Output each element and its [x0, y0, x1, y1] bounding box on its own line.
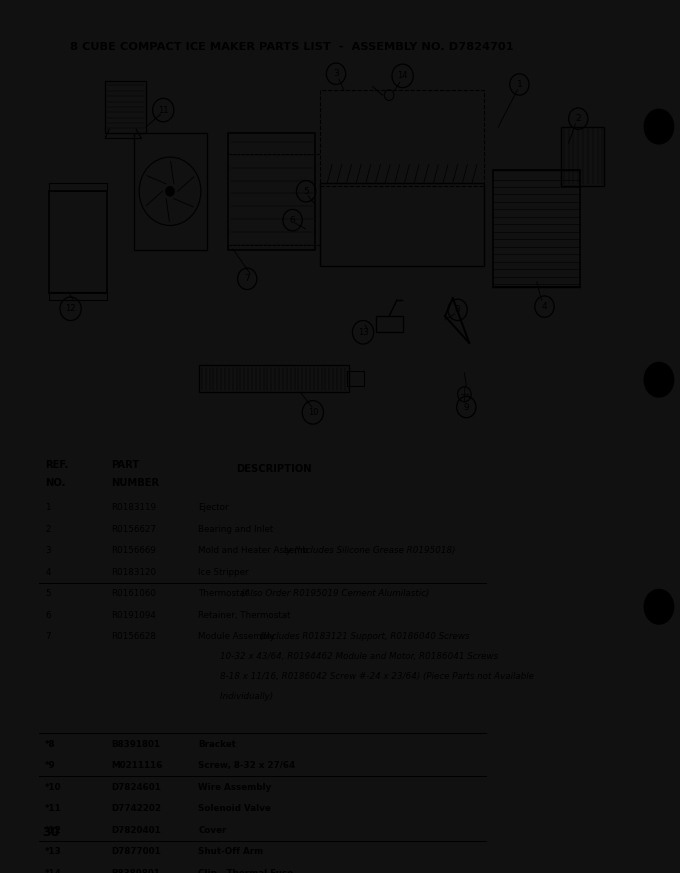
- Text: *14: *14: [45, 869, 62, 873]
- Bar: [493, 170, 580, 287]
- Text: Screw, 8-32 x 27/64: Screw, 8-32 x 27/64: [199, 761, 296, 770]
- Text: NO.: NO.: [45, 478, 66, 488]
- Text: 10-32 x 43/64, R0194462 Module and Motor, R0186041 Screws: 10-32 x 43/64, R0194462 Module and Motor…: [199, 652, 498, 661]
- Text: 4: 4: [542, 302, 547, 311]
- Text: Bearing and Inlet: Bearing and Inlet: [199, 525, 273, 534]
- Text: 3: 3: [333, 69, 339, 79]
- Text: 1: 1: [45, 504, 50, 512]
- Circle shape: [644, 589, 674, 624]
- Text: Module Assembly: Module Assembly: [199, 632, 278, 642]
- Text: 6: 6: [45, 611, 50, 620]
- Text: D7877001: D7877001: [111, 847, 160, 856]
- Text: REF.: REF.: [45, 460, 69, 470]
- Text: R0183119: R0183119: [111, 504, 156, 512]
- Text: 2: 2: [575, 114, 581, 123]
- Bar: [134, 133, 207, 250]
- Text: 9: 9: [464, 402, 469, 411]
- Bar: [347, 371, 364, 386]
- Text: 5: 5: [303, 187, 309, 196]
- Text: 8-18 x 11/16, R0186042 Screw #-24 x 23/64) (Piece Parts not Available: 8-18 x 11/16, R0186042 Screw #-24 x 23/6…: [199, 672, 534, 681]
- Bar: [50, 292, 107, 300]
- Bar: [50, 182, 107, 191]
- Text: Ejector: Ejector: [199, 504, 229, 512]
- Text: 5: 5: [45, 589, 51, 598]
- Text: 13: 13: [358, 327, 369, 337]
- Text: 4: 4: [45, 568, 50, 577]
- Text: D7824601: D7824601: [111, 783, 160, 792]
- Text: Mold and Heater Assemb: Mold and Heater Assemb: [199, 546, 309, 555]
- Text: Thermostat: Thermostat: [199, 589, 252, 598]
- Text: Retainer, Thermostat: Retainer, Thermostat: [199, 611, 291, 620]
- Text: 3: 3: [45, 546, 51, 555]
- Circle shape: [644, 109, 674, 144]
- Text: D7742202: D7742202: [111, 804, 161, 814]
- Text: NUMBER: NUMBER: [111, 478, 159, 488]
- Text: 2: 2: [45, 525, 50, 534]
- Text: *8: *8: [45, 739, 56, 749]
- Text: 7: 7: [244, 274, 250, 284]
- Text: 11: 11: [158, 106, 169, 114]
- Text: R0191094: R0191094: [111, 611, 156, 620]
- Text: Clip - Thermal Fuse: Clip - Thermal Fuse: [199, 869, 294, 873]
- Bar: [228, 133, 315, 250]
- Bar: [50, 191, 107, 292]
- Text: Bracket: Bracket: [199, 739, 236, 749]
- Text: 8: 8: [455, 306, 460, 314]
- Bar: [199, 366, 349, 392]
- Circle shape: [165, 186, 175, 196]
- Text: R0156669: R0156669: [111, 546, 156, 555]
- Text: R0183120: R0183120: [111, 568, 156, 577]
- Text: Individually): Individually): [199, 691, 273, 701]
- Text: R0156628: R0156628: [111, 632, 156, 642]
- Text: *9: *9: [45, 761, 56, 770]
- Text: B8391801: B8391801: [111, 739, 160, 749]
- Text: Shut-Off Arm: Shut-Off Arm: [199, 847, 264, 856]
- Text: DESCRIPTION: DESCRIPTION: [236, 464, 311, 474]
- Bar: [320, 182, 483, 266]
- Text: (Also Order R0195019 Cement Alumilastic): (Also Order R0195019 Cement Alumilastic): [241, 589, 429, 598]
- Text: ly (Includes Silicone Grease R0195018): ly (Includes Silicone Grease R0195018): [284, 546, 455, 555]
- Text: R0161060: R0161060: [111, 589, 156, 598]
- Text: PART: PART: [111, 460, 139, 470]
- Text: *12: *12: [45, 826, 62, 835]
- Text: Cover: Cover: [199, 826, 227, 835]
- Text: (Includes R0183121 Support, R0186040 Screws: (Includes R0183121 Support, R0186040 Scr…: [260, 632, 470, 642]
- Bar: [561, 127, 605, 186]
- Text: M0211116: M0211116: [111, 761, 163, 770]
- Text: Wire Assembly: Wire Assembly: [199, 783, 272, 792]
- Bar: [375, 316, 403, 333]
- Text: Ice Stripper: Ice Stripper: [199, 568, 249, 577]
- Bar: [320, 90, 483, 186]
- Text: 7: 7: [45, 632, 51, 642]
- Text: R0156627: R0156627: [111, 525, 156, 534]
- Text: 14: 14: [397, 72, 408, 80]
- Text: 12: 12: [65, 305, 76, 313]
- Text: 1: 1: [517, 80, 522, 89]
- Text: 30: 30: [42, 826, 59, 839]
- Text: *13: *13: [45, 847, 62, 856]
- Text: 6: 6: [290, 216, 295, 224]
- Text: 8 CUBE COMPACT ICE MAKER PARTS LIST  -  ASSEMBLY NO. D7824701: 8 CUBE COMPACT ICE MAKER PARTS LIST - AS…: [71, 42, 514, 52]
- Text: *10: *10: [45, 783, 62, 792]
- Text: 10: 10: [307, 408, 318, 417]
- Text: D7820401: D7820401: [111, 826, 160, 835]
- Text: Solenoid Valve: Solenoid Valve: [199, 804, 271, 814]
- Text: B8389801: B8389801: [111, 869, 160, 873]
- Bar: [105, 81, 146, 133]
- Text: *11: *11: [45, 804, 62, 814]
- Circle shape: [644, 362, 674, 397]
